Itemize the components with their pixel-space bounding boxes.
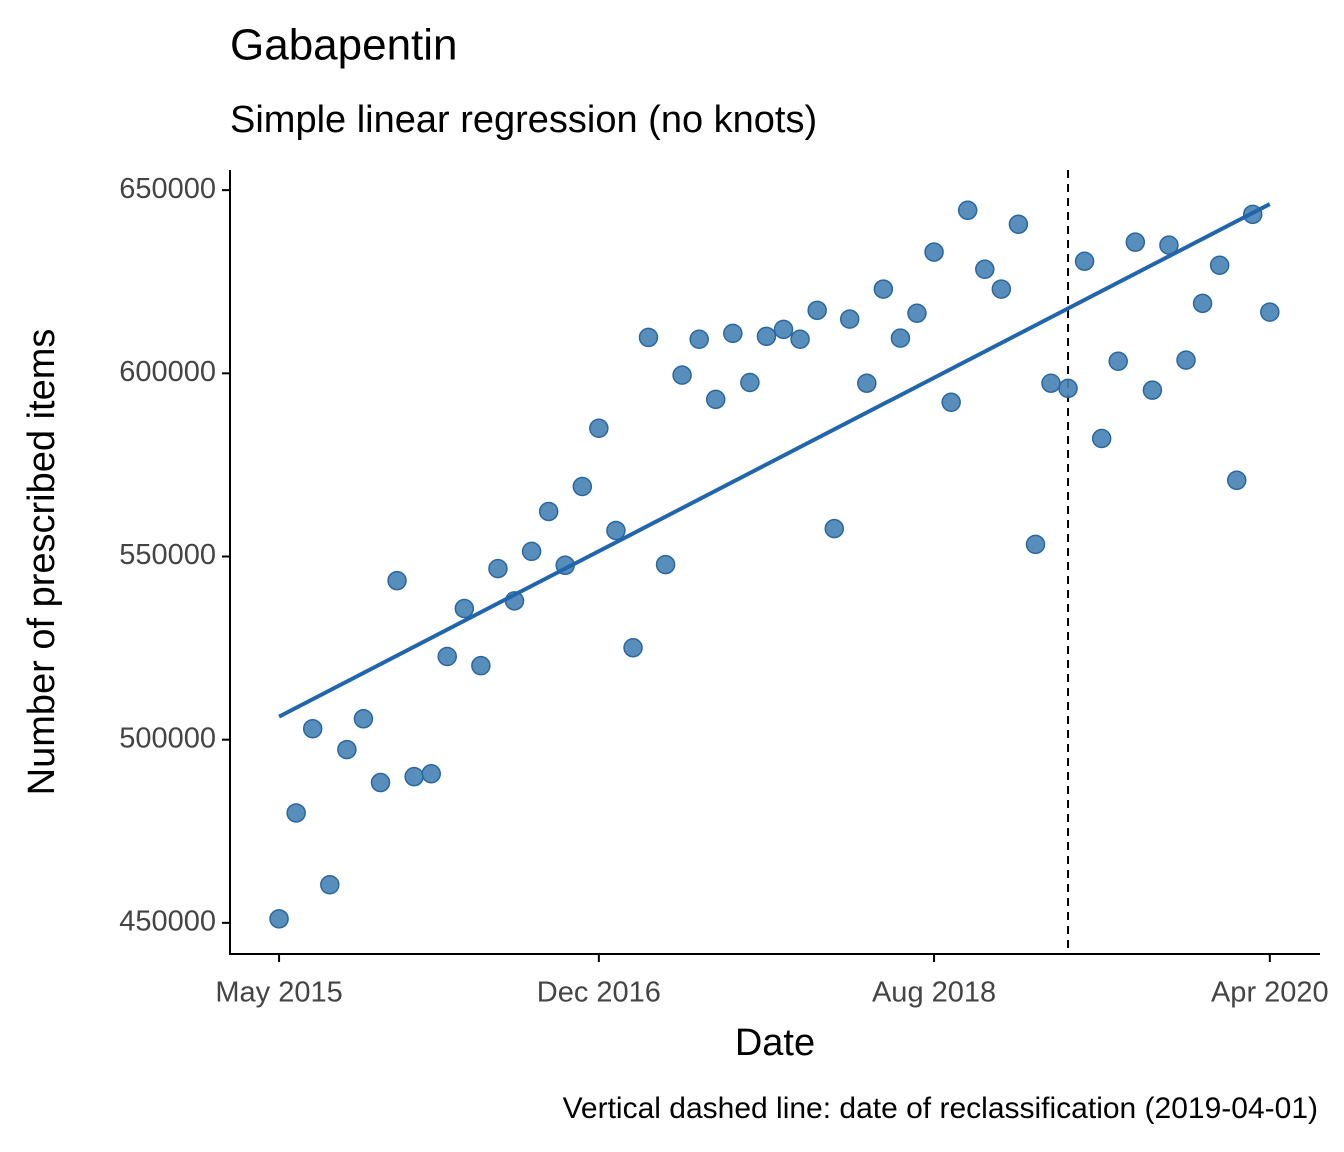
data-point	[1108, 351, 1128, 371]
data-point	[857, 373, 877, 393]
data-point	[1125, 232, 1146, 252]
data-point	[421, 764, 441, 784]
y-axis-label: Number of prescribed items	[21, 329, 63, 796]
chart-subtitle: Simple linear regression (no knots)	[230, 99, 817, 141]
data-point	[454, 598, 475, 619]
data-point	[839, 309, 860, 329]
data-point	[471, 655, 491, 676]
x-axis-label: Date	[735, 1022, 815, 1064]
data-point	[756, 326, 777, 347]
data-point	[269, 909, 289, 929]
data-point	[1091, 428, 1112, 449]
data-point	[370, 772, 391, 793]
chart-title: Gabapentin	[230, 21, 458, 70]
x-tick-label: Dec 2016	[537, 977, 661, 1009]
caption: Vertical dashed line: date of reclassifi…	[563, 1092, 1318, 1125]
data-point	[638, 327, 659, 348]
data-point	[705, 389, 726, 410]
y-tick-label: 650000	[119, 173, 216, 205]
data-point	[337, 739, 357, 760]
data-point	[991, 279, 1012, 299]
data-point	[773, 319, 794, 340]
data-point	[623, 637, 643, 658]
data-point	[672, 365, 692, 385]
data-point	[521, 541, 542, 562]
data-point	[1209, 255, 1230, 276]
x-tick-label: May 2015	[215, 977, 342, 1009]
data-point	[1192, 293, 1213, 314]
data-point	[606, 520, 626, 541]
y-tick-label: 450000	[119, 906, 216, 938]
y-tick-label: 500000	[119, 722, 216, 754]
data-point	[437, 646, 457, 667]
data-point	[907, 303, 927, 323]
data-point	[1025, 534, 1046, 555]
data-point	[890, 328, 911, 348]
y-tick-label: 600000	[119, 356, 216, 388]
regression-line	[278, 202, 1271, 719]
data-point	[924, 242, 944, 262]
x-tick-label: Apr 2020	[1211, 977, 1329, 1009]
data-point	[488, 558, 508, 579]
data-point	[353, 709, 374, 729]
data-point	[790, 329, 810, 350]
data-point	[1260, 302, 1280, 322]
x-tick-label: Aug 2018	[872, 977, 996, 1009]
data-point	[873, 279, 894, 299]
data-point	[538, 501, 559, 522]
data-point	[302, 718, 323, 739]
data-point	[572, 476, 593, 497]
data-point	[1074, 251, 1095, 271]
data-point	[387, 570, 407, 591]
data-point	[723, 323, 743, 344]
data-point	[975, 259, 995, 280]
data-point	[1176, 350, 1196, 370]
data-point	[286, 803, 306, 823]
data-point	[807, 300, 827, 321]
data-point	[957, 200, 978, 221]
data-point	[689, 329, 709, 350]
data-point	[1041, 373, 1061, 393]
data-point	[1142, 380, 1163, 400]
data-point	[1226, 470, 1247, 491]
y-tick-label: 550000	[119, 539, 216, 571]
data-point	[941, 392, 961, 413]
data-point	[404, 766, 424, 787]
data-point	[655, 554, 676, 575]
data-point	[589, 418, 609, 439]
data-point	[320, 875, 340, 895]
data-point	[1058, 378, 1078, 399]
data-point	[1008, 214, 1029, 234]
data-point	[740, 372, 760, 393]
data-point	[824, 518, 845, 539]
